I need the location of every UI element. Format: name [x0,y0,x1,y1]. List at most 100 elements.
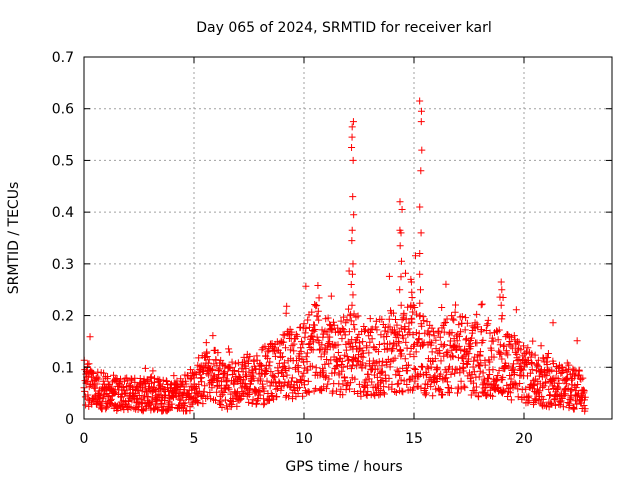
data-point [570,405,578,413]
data-point [273,392,281,400]
data-point [209,332,217,340]
data-point [84,373,92,381]
data-point [517,346,525,354]
data-point [179,392,187,400]
data-point [467,343,475,351]
data-point [484,316,492,324]
data-point [407,301,415,309]
data-point [447,337,455,345]
data-point [534,356,542,364]
data-point [402,338,410,346]
data-point [410,384,418,392]
data-point [300,369,308,377]
data-point [304,387,312,395]
data-point [533,361,541,369]
data-point [457,346,465,354]
data-point [476,348,484,356]
data-point [229,397,237,405]
data-point [474,323,482,331]
data-point [107,395,115,403]
data-point [316,346,324,354]
data-point [224,384,232,392]
data-point [334,341,342,349]
data-point [391,316,399,324]
data-point [481,361,489,369]
data-point [498,355,506,363]
data-point [579,374,587,382]
data-point [406,350,414,358]
data-point [416,203,424,211]
data-point [325,360,333,368]
data-point [198,374,206,382]
data-point [504,393,512,401]
data-point [274,385,282,393]
data-point [218,404,226,412]
data-point [544,353,552,361]
data-point [391,326,399,334]
data-point [349,118,357,126]
data-point [524,344,532,352]
data-point [324,314,332,322]
data-point [332,387,340,395]
data-point [330,321,338,329]
data-point [346,379,354,387]
data-point [399,388,407,396]
data-point [354,312,362,320]
x-tick-label: 20 [515,431,533,447]
data-point [548,366,556,374]
data-point [282,344,290,352]
data-point [391,354,399,362]
data-point [450,316,458,324]
data-point [342,346,350,354]
data-point [507,396,515,404]
data-point [435,327,443,335]
plot-frame [83,56,613,420]
data-point [470,323,478,331]
data-point [322,373,330,381]
data-point [425,331,433,339]
data-point [360,323,368,331]
data-point [353,357,361,365]
data-point [144,393,152,401]
data-point [308,308,316,316]
data-point [304,316,312,324]
data-point [346,312,354,320]
data-point [380,390,388,398]
data-point [225,345,233,353]
data-point [295,383,303,391]
data-point [266,396,274,404]
data-point [427,383,435,391]
data-point [482,384,490,392]
data-point [545,391,553,399]
data-point [299,392,307,400]
data-point [460,382,468,390]
data-point [385,315,393,323]
data-point [529,337,537,345]
data-point [502,347,510,355]
data-point [191,369,199,377]
data-point [136,375,144,383]
data-point [138,406,146,414]
data-point [397,273,405,281]
y-tick-label: 0.6 [52,102,74,118]
data-point [309,346,317,354]
data-point [445,330,453,338]
data-point [542,378,550,386]
data-point [504,351,512,359]
data-point [347,365,355,373]
data-point [298,372,306,380]
data-point [208,367,216,375]
data-point [364,388,372,396]
data-point [517,360,525,368]
data-point [546,391,554,399]
data-point [420,339,428,347]
data-point [162,391,170,399]
data-point [260,395,268,403]
data-point [486,329,494,337]
data-point [545,385,553,393]
data-point [349,193,357,201]
data-point [151,374,159,382]
data-point [344,305,352,313]
x-tick-label: 10 [295,431,313,447]
